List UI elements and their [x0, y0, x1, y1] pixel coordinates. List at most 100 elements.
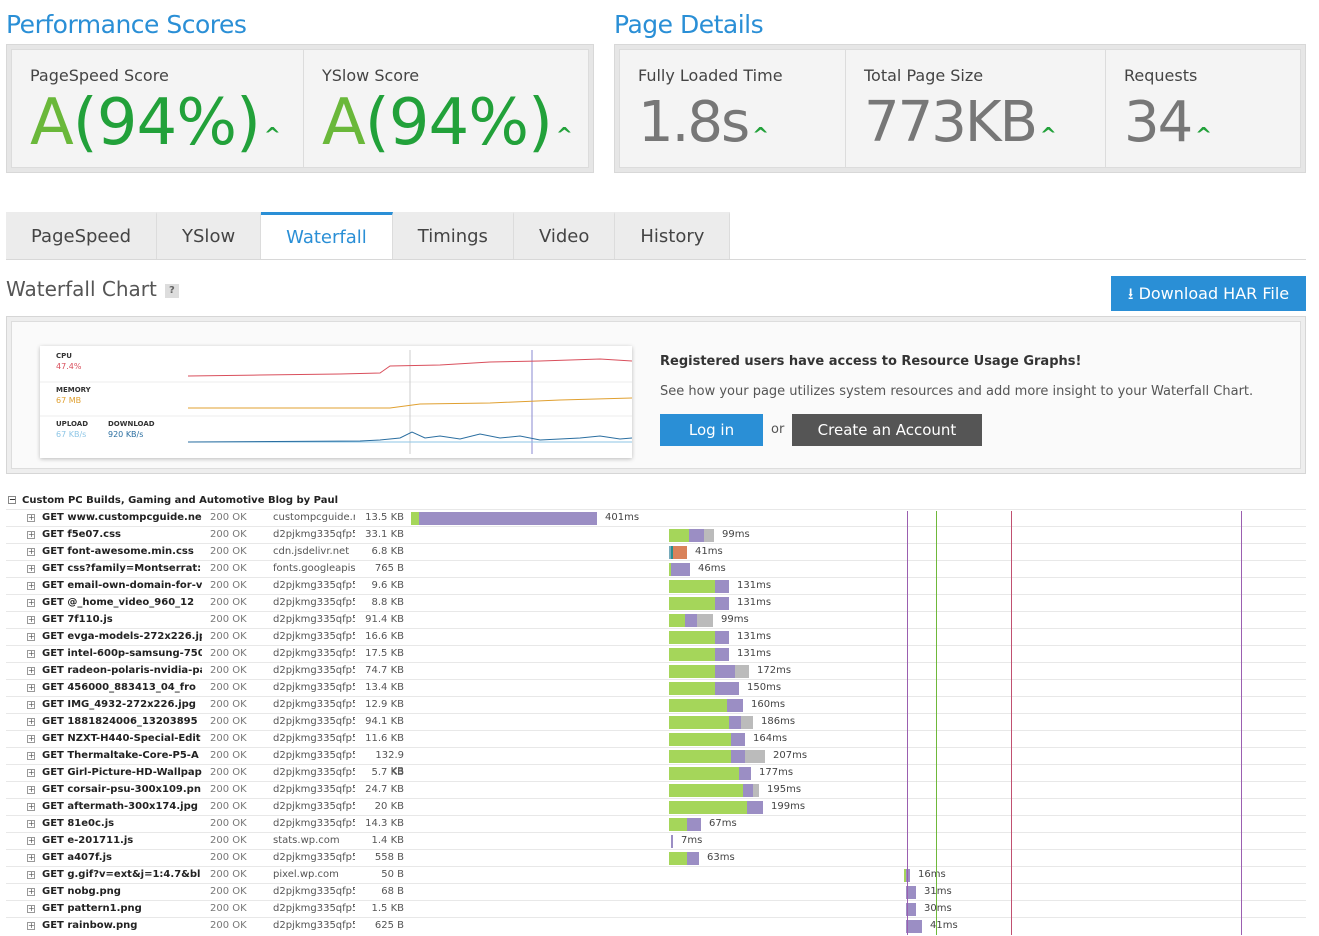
expand-icon[interactable]: +	[27, 921, 35, 930]
timing-segment	[669, 563, 671, 576]
expand-icon[interactable]: +	[27, 785, 35, 794]
expand-icon[interactable]: +	[27, 802, 35, 811]
create-account-button[interactable]: Create an Account	[792, 414, 982, 446]
download-har-button[interactable]: ⭳ Download HAR File	[1111, 276, 1306, 311]
table-row[interactable]: + GET email-own-domain-for-v 200 OK d2pjkmg…	[6, 577, 1306, 594]
expand-icon[interactable]: +	[27, 564, 35, 573]
table-row[interactable]: + GET nobg.png 200 OK d2pjkmg335qfp5 68 B 31m…	[6, 883, 1306, 900]
expand-icon[interactable]: +	[27, 632, 35, 641]
timing-segment	[715, 631, 729, 644]
request-time: 46ms	[698, 563, 726, 574]
expand-icon[interactable]: +	[27, 530, 35, 539]
page-row[interactable]: − Custom PC Builds, Gaming and Automotive…	[6, 494, 1306, 509]
timing-segment	[669, 699, 727, 712]
timing-segment	[419, 512, 597, 525]
tab-waterfall[interactable]: Waterfall	[261, 212, 393, 259]
request-status: 200 OK	[210, 801, 247, 812]
tab-history[interactable]: History	[615, 212, 731, 259]
table-row[interactable]: + GET 81e0c.js 200 OK d2pjkmg335qfp5 14.3 KB…	[6, 815, 1306, 832]
request-domain: d2pjkmg335qfp5	[273, 614, 355, 625]
table-row[interactable]: + GET a407f.js 200 OK d2pjkmg335qfp5 558 B 63…	[6, 849, 1306, 866]
request-status: 200 OK	[210, 631, 247, 642]
expand-icon[interactable]: +	[27, 598, 35, 607]
collapse-icon[interactable]: −	[8, 495, 16, 504]
timing-segment	[687, 852, 699, 865]
timing-bar	[669, 563, 690, 576]
expand-icon[interactable]: +	[27, 649, 35, 658]
table-row[interactable]: + GET e-201711.js 200 OK stats.wp.com 1.4 KB…	[6, 832, 1306, 849]
request-size: 74.7 KB	[365, 665, 404, 676]
request-time: 150ms	[747, 682, 782, 693]
expand-icon[interactable]: +	[27, 581, 35, 590]
request-domain: cdn.jsdelivr.net	[273, 546, 350, 557]
timing-segment	[906, 903, 916, 916]
request-status: 200 OK	[210, 648, 247, 659]
table-row[interactable]: + GET 7f110.js 200 OK d2pjkmg335qfp5 91.4 KB…	[6, 611, 1306, 628]
expand-icon[interactable]: +	[27, 887, 35, 896]
table-row[interactable]: + GET Thermaltake-Core-P5-A 200 OK d2pjkmg3…	[6, 747, 1306, 777]
table-row[interactable]: + GET f5e07.css 200 OK d2pjkmg335qfp5 33.1 K…	[6, 526, 1306, 543]
table-row[interactable]: + GET rainbow.png 200 OK d2pjkmg335qfp5 625 …	[6, 917, 1306, 934]
table-row[interactable]: + GET radeon-polaris-nvidia-pa 200 OK d2pjk…	[6, 662, 1306, 679]
expand-icon[interactable]: +	[27, 547, 35, 556]
yslow-grade: A	[322, 86, 366, 160]
table-row[interactable]: + GET font-awesome.min.css 200 OK cdn.jsdel…	[6, 543, 1306, 560]
table-row[interactable]: + GET aftermath-300x174.jpg 200 OK d2pjkmg3…	[6, 798, 1306, 815]
expand-icon[interactable]: +	[27, 717, 35, 726]
table-row[interactable]: + GET 1881824006_13203895 200 OK d2pjkmg335…	[6, 713, 1306, 730]
tab-timings[interactable]: Timings	[392, 212, 514, 259]
expand-icon[interactable]: +	[27, 751, 35, 760]
table-row[interactable]: + GET evga-models-272x226.jp 200 OK d2pjkmg…	[6, 628, 1306, 645]
login-button[interactable]: Log in	[660, 414, 763, 446]
expand-icon[interactable]: +	[27, 853, 35, 862]
request-domain: d2pjkmg335qfp5	[273, 529, 355, 540]
expand-icon[interactable]: +	[27, 513, 35, 522]
expand-icon[interactable]: +	[27, 700, 35, 709]
expand-icon[interactable]: +	[27, 666, 35, 675]
expand-icon[interactable]: +	[27, 683, 35, 692]
request-status: 200 OK	[210, 682, 247, 693]
requests-label: Requests	[1124, 66, 1198, 85]
request-size: 765 B	[374, 563, 404, 574]
request-domain: d2pjkmg335qfp5	[273, 648, 355, 659]
request-url: GET f5e07.css	[42, 529, 121, 540]
request-time: 186ms	[761, 716, 796, 727]
table-row[interactable]: + GET @_home_video_960_12 200 OK d2pjkmg335…	[6, 594, 1306, 611]
request-status: 200 OK	[210, 869, 247, 880]
table-row[interactable]: + GET NZXT-H440-Special-Edit 200 OK d2pjkmg…	[6, 730, 1306, 747]
tab-pagespeed[interactable]: PageSpeed	[6, 212, 158, 259]
expand-icon[interactable]: +	[27, 904, 35, 913]
timing-segment	[715, 665, 735, 678]
table-row[interactable]: + GET corsair-psu-300x109.pn 200 OK d2pjkmg…	[6, 781, 1306, 798]
pagespeed-score: PageSpeed Score A(94%) ^	[12, 50, 304, 167]
table-row[interactable]: + GET www.custompcguide.ne 200 OK custompcg…	[6, 509, 1306, 526]
table-row[interactable]: + GET intel-600p-samsung-750 200 OK d2pjkmg…	[6, 645, 1306, 662]
request-domain: d2pjkmg335qfp5	[273, 903, 355, 914]
expand-icon[interactable]: +	[27, 819, 35, 828]
help-icon[interactable]: ?	[164, 283, 179, 298]
table-row[interactable]: + GET g.gif?v=ext&j=1:4.7&bl 200 OK pixel.w…	[6, 866, 1306, 883]
expand-icon[interactable]: +	[27, 768, 35, 777]
yslow-pct: (94%)	[364, 86, 553, 160]
event-marker-line	[1011, 511, 1012, 935]
request-domain: d2pjkmg335qfp5	[273, 886, 355, 897]
expand-icon[interactable]: +	[27, 836, 35, 845]
expand-icon[interactable]: +	[27, 734, 35, 743]
timing-segment	[685, 614, 697, 627]
table-row[interactable]: + GET css?family=Montserrat: 200 OK fonts.g…	[6, 560, 1306, 577]
expand-icon[interactable]: +	[27, 615, 35, 624]
tab-yslow[interactable]: YSlow	[157, 212, 262, 259]
loaded-value: 1.8s	[638, 90, 750, 155]
table-row[interactable]: + GET Girl-Picture-HD-Wallpap 200 OK d2pjkm…	[6, 764, 1306, 781]
request-domain: d2pjkmg335qfp5	[273, 631, 355, 642]
request-time: 131ms	[737, 597, 772, 608]
timing-segment	[673, 546, 687, 559]
table-row[interactable]: + GET IMG_4932-272x226.jpg 200 OK d2pjkmg33…	[6, 696, 1306, 713]
timing-bar	[669, 665, 749, 678]
request-url: GET Thermaltake-Core-P5-A	[42, 750, 199, 761]
tab-video[interactable]: Video	[513, 212, 616, 259]
table-row[interactable]: + GET 456000_883413_04_fro 200 OK d2pjkmg33…	[6, 679, 1306, 696]
table-row[interactable]: + GET pattern1.png 200 OK d2pjkmg335qfp5 1.5…	[6, 900, 1306, 917]
expand-icon[interactable]: +	[27, 870, 35, 879]
request-domain: d2pjkmg335qfp5	[273, 801, 355, 812]
